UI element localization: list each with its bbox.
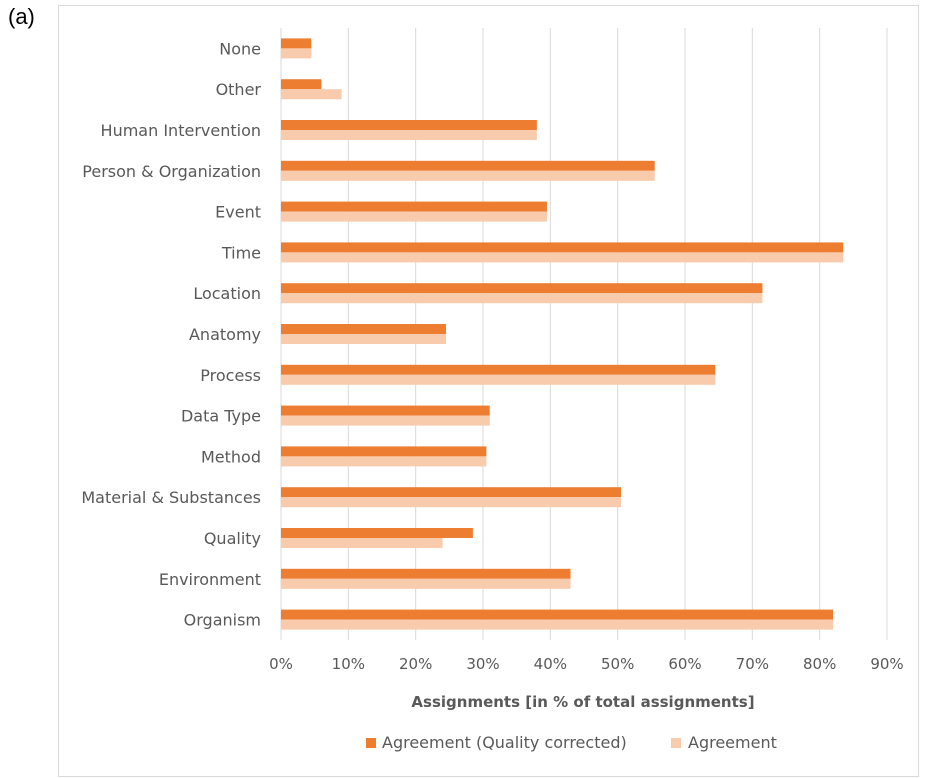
- bar-quality-corrected: [281, 528, 473, 538]
- category-label: Event: [215, 203, 261, 222]
- bar-agreement: [281, 538, 443, 548]
- chart-frame: [58, 5, 919, 777]
- bar-agreement: [281, 578, 571, 589]
- x-tick-label: 0%: [269, 655, 293, 673]
- x-tick-label: 50%: [601, 655, 634, 673]
- bar-agreement: [281, 252, 844, 263]
- bar-quality-corrected: [281, 160, 655, 171]
- x-tick-label: 10%: [332, 655, 365, 673]
- category-label: Human Intervention: [101, 121, 261, 140]
- bar-agreement: [281, 293, 763, 304]
- category-label: Data Type: [181, 407, 261, 426]
- bar-quality-corrected: [281, 487, 622, 498]
- legend-label-agreement: Agreement: [688, 733, 777, 752]
- bar-quality-corrected: [281, 568, 571, 579]
- legend: Agreement (Quality corrected) Agreement: [366, 733, 777, 752]
- bar-agreement: [281, 89, 342, 100]
- bar-quality-corrected: [281, 364, 716, 375]
- bar-agreement: [281, 497, 622, 508]
- x-tick-label: 30%: [466, 655, 499, 673]
- x-tick-label: 70%: [736, 655, 769, 673]
- bar-agreement: [281, 456, 487, 467]
- bar-agreement: [281, 130, 537, 140]
- category-label: Material & Substances: [81, 488, 261, 507]
- category-label: Other: [216, 80, 262, 99]
- bar-quality-corrected: [281, 38, 312, 49]
- legend-swatch-agreement: [671, 738, 681, 748]
- bar-agreement: [281, 211, 547, 222]
- bar-quality-corrected: [281, 283, 763, 294]
- bar-quality-corrected: [281, 120, 537, 130]
- x-tick-label: 20%: [399, 655, 432, 673]
- category-label: Quality: [204, 529, 261, 548]
- bar-agreement: [281, 619, 834, 630]
- category-label: None: [219, 39, 261, 58]
- x-axis-label: Assignments [in % of total assignments]: [411, 693, 754, 711]
- category-label: Environment: [159, 570, 261, 589]
- x-tick-label: 80%: [803, 655, 836, 673]
- legend-swatch-quality-corrected: [366, 738, 376, 748]
- bars: [281, 38, 844, 630]
- bar-agreement: [281, 170, 655, 181]
- bar-agreement: [281, 48, 312, 59]
- category-label: Method: [201, 447, 261, 466]
- bar-quality-corrected: [281, 79, 322, 90]
- bar-quality-corrected: [281, 242, 844, 253]
- bar-agreement: [281, 415, 490, 426]
- x-tick-label: 90%: [870, 655, 903, 673]
- x-tick-labels: 0% 10% 20% 30% 40% 50% 60% 70% 80% 90%: [269, 655, 904, 673]
- x-tick-label: 60%: [668, 655, 701, 673]
- panel-label: (a): [8, 4, 35, 29]
- x-tick-label: 40%: [534, 655, 567, 673]
- legend-label-quality-corrected: Agreement (Quality corrected): [382, 733, 627, 752]
- bar-quality-corrected: [281, 324, 446, 334]
- bar-quality-corrected: [281, 446, 487, 457]
- category-label: Person & Organization: [82, 162, 261, 181]
- category-label: Process: [200, 366, 261, 385]
- category-label: Organism: [184, 611, 261, 630]
- category-labels: None Other Human Intervention Person & Orga…: [81, 39, 261, 629]
- bar-agreement: [281, 334, 446, 344]
- bar-quality-corrected: [281, 405, 490, 416]
- bar-agreement: [281, 374, 716, 385]
- category-label: Time: [221, 243, 261, 262]
- category-label: Anatomy: [189, 325, 261, 344]
- bar-quality-corrected: [281, 609, 834, 620]
- category-label: Location: [193, 284, 261, 303]
- bar-quality-corrected: [281, 201, 547, 212]
